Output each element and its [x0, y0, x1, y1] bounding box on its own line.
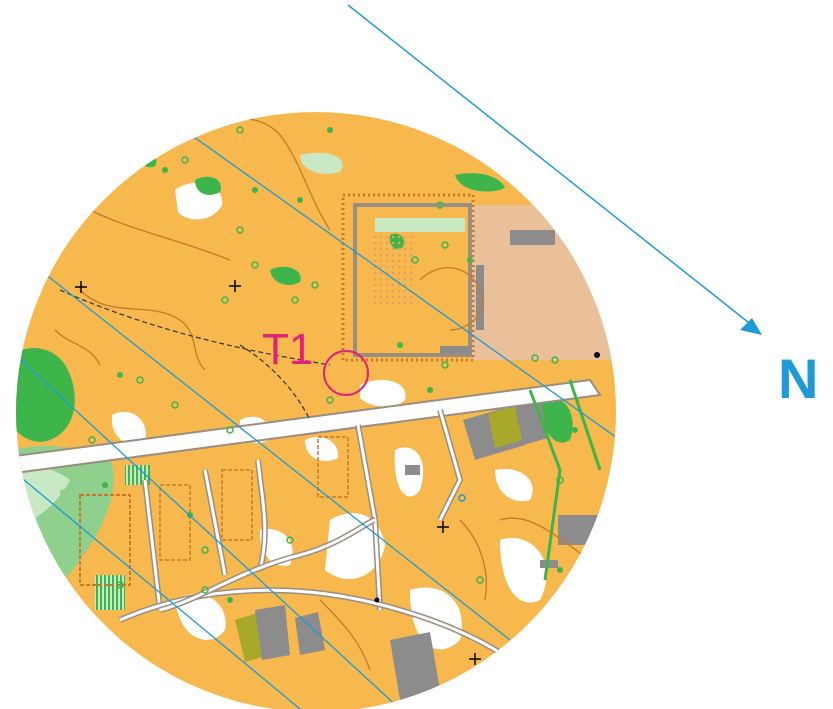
- green-spot: [195, 176, 221, 195]
- point-feature: [594, 352, 600, 358]
- green-spot: [270, 266, 301, 285]
- forest-patch: [495, 469, 533, 502]
- sandy-ground: [370, 235, 415, 305]
- north-arrow-line: [347, 4, 759, 331]
- pale-green-strip: [375, 218, 465, 232]
- main-road: [16, 378, 602, 477]
- undergrowth-area: [95, 575, 125, 610]
- building: [558, 515, 598, 545]
- undergrowth-area: [125, 465, 150, 485]
- forest-patch: [111, 411, 146, 444]
- forest-patch: [305, 436, 339, 461]
- building: [295, 612, 325, 655]
- north-label: N: [778, 347, 818, 410]
- building-olive: [488, 406, 522, 448]
- north-arrow-head: [740, 318, 762, 335]
- plot-outline: [317, 436, 349, 498]
- paved-area: [470, 205, 616, 360]
- forest-patch: [360, 380, 406, 407]
- control-circle: [323, 350, 369, 396]
- building: [440, 346, 470, 354]
- water-point: [458, 494, 466, 502]
- magnetic-north-lines: [16, 119, 616, 709]
- pale-green-spot: [300, 152, 343, 175]
- building: [515, 398, 548, 445]
- forest-patch: [175, 594, 226, 640]
- forest-patch: [500, 538, 547, 603]
- building: [510, 230, 555, 245]
- building: [476, 305, 484, 330]
- point-feature: [374, 597, 380, 603]
- building: [540, 560, 558, 568]
- building: [255, 605, 290, 660]
- plot-outline: [79, 494, 131, 586]
- fence-enclosure: [341, 193, 475, 362]
- vegetation-symbols: [16, 126, 564, 594]
- trail: [239, 344, 311, 421]
- building: [390, 632, 440, 700]
- plot-outline: [221, 469, 253, 541]
- cross-markers: [75, 280, 481, 665]
- hedge: [528, 389, 562, 581]
- wall-enclosure: [353, 203, 472, 357]
- building: [476, 265, 484, 305]
- green-spot: [140, 153, 157, 168]
- building: [405, 465, 420, 475]
- plot-outline: [159, 484, 191, 561]
- green-spot: [60, 489, 91, 521]
- map-circle: [16, 112, 616, 709]
- control-label: T1: [262, 325, 313, 374]
- green-spot: [455, 173, 505, 192]
- green-spot: [540, 397, 573, 443]
